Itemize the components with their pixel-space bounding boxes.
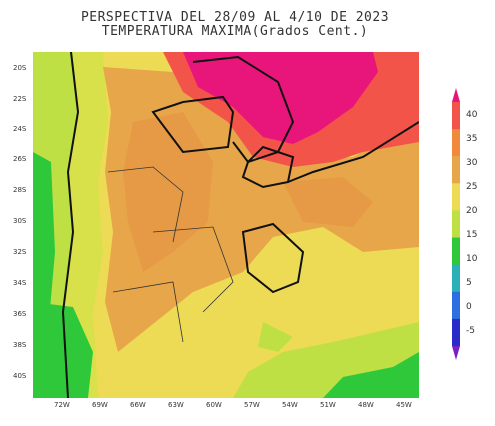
map-title-line2: TEMPERATURA MAXIMA(Grados Cent.) [101, 24, 369, 39]
province-borders-2 [152, 226, 234, 313]
lat-tick-32s: 32S [13, 248, 27, 256]
temperature-map [33, 52, 419, 398]
legend-label-25: 25 [466, 182, 478, 192]
temperature-map-svg [33, 52, 419, 398]
legend-step [452, 237, 460, 266]
legend-step [452, 291, 460, 320]
lat-tick-40s: 40S [13, 372, 27, 380]
legend-step [452, 264, 460, 293]
ocean-10-zone [323, 352, 419, 398]
lat-tick-26s: 26S [13, 155, 27, 163]
lon-tick-48w: 48W [358, 401, 374, 409]
legend-label-minus5: -5 [466, 326, 475, 336]
lat-tick-30s: 30S [13, 217, 27, 225]
legend-colorbar [452, 88, 460, 360]
lon-tick-57w: 57W [244, 401, 260, 409]
legend-bottom-arrow [452, 346, 460, 360]
orange-30-zone-b [283, 177, 373, 227]
lon-tick-66w: 66W [130, 401, 146, 409]
legend-label-15: 15 [466, 230, 478, 240]
chile-argentina-border [61, 52, 80, 398]
legend-step [452, 183, 460, 211]
legend-top-arrow [452, 88, 460, 102]
legend-label-35: 35 [466, 134, 478, 144]
legend-label-0: 0 [466, 302, 472, 312]
legend-step [452, 129, 460, 157]
lat-tick-34s: 34S [13, 279, 27, 287]
province-borders [107, 166, 184, 243]
paraguay-bolivia-border [151, 95, 235, 154]
uruguay-border [241, 222, 305, 294]
legend-step [452, 156, 460, 184]
coastal-15-patch [258, 322, 293, 352]
province-borders-3 [112, 281, 184, 343]
lon-tick-63w: 63W [168, 401, 184, 409]
lon-tick-72w: 72W [54, 401, 70, 409]
lon-tick-69w: 69W [92, 401, 108, 409]
legend-label-5: 5 [466, 278, 472, 288]
lat-tick-22s: 22S [13, 95, 27, 103]
lon-tick-51w: 51W [320, 401, 336, 409]
south-10-zone [33, 302, 93, 398]
lon-tick-45w: 45W [396, 401, 412, 409]
legend-step [452, 318, 460, 347]
legend-label-10: 10 [466, 254, 478, 264]
brazil-coast [287, 121, 419, 183]
legend-label-20: 20 [466, 206, 478, 216]
legend-label-30: 30 [466, 158, 478, 168]
legend-label-40: 40 [466, 110, 478, 120]
lat-tick-20s: 20S [13, 64, 27, 72]
legend-step [452, 102, 460, 130]
lon-tick-60w: 60W [206, 401, 222, 409]
lat-tick-38s: 38S [13, 341, 27, 349]
magenta-40-zone [183, 52, 378, 144]
lon-tick-54w: 54W [282, 401, 298, 409]
map-title-line1: PERSPECTIVA DEL 28/09 AL 4/10 DE 2023 [80, 10, 390, 25]
lat-tick-36s: 36S [13, 310, 27, 318]
lat-tick-24s: 24S [13, 125, 27, 133]
legend-step [452, 210, 460, 239]
lat-tick-28s: 28S [13, 186, 27, 194]
